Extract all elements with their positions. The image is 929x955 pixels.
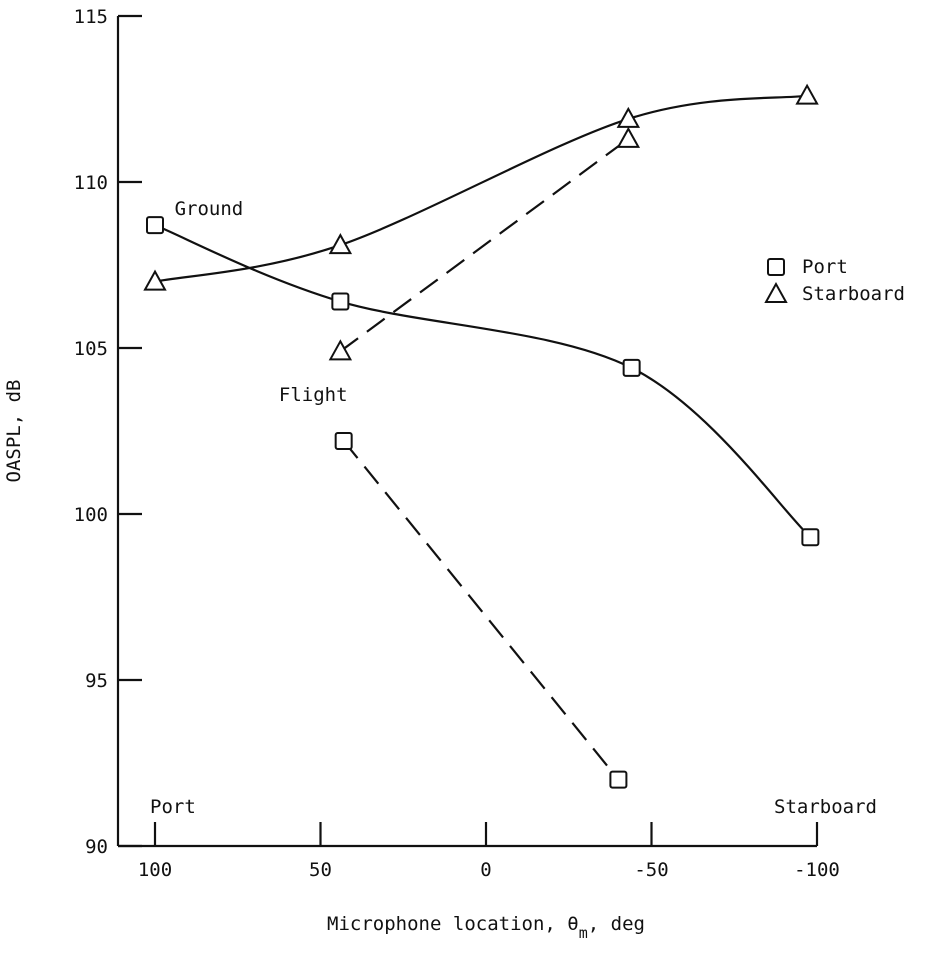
ground-starboard-point	[795, 83, 819, 105]
legend-port-marker	[767, 258, 785, 276]
x-tick-label: 0	[480, 859, 491, 881]
annotation-port: Port	[150, 796, 196, 818]
x-axis-title: Microphone location, θm, deg	[327, 913, 645, 942]
curves	[154, 94, 812, 781]
y-axis-title: OASPL, dB	[3, 380, 25, 483]
annotation-flight: Flight	[279, 384, 348, 406]
annotation-ground: Ground	[175, 198, 244, 220]
x-tick-label: -50	[634, 859, 668, 881]
y-tick-label: 90	[85, 836, 108, 858]
y-tick-label: 110	[74, 172, 108, 194]
ground-port-point	[331, 292, 350, 311]
x-tick-label: 100	[138, 859, 172, 881]
y-tick-label: 105	[74, 338, 108, 360]
flight-starboard-curve	[339, 137, 629, 353]
ground-port-curve	[154, 224, 812, 539]
y-tick-label: 115	[74, 6, 108, 28]
ground-port-point	[146, 216, 164, 235]
flight-port-curve	[342, 440, 620, 781]
ground-starboard-curve	[154, 94, 808, 283]
x-tick-label: -100	[794, 859, 840, 881]
axes: 90 95 100 105 110 115 100 50 0 -50 -100	[74, 6, 840, 881]
flight-port-point	[334, 431, 353, 450]
ground-starboard-point	[616, 106, 641, 128]
legend-starboard-marker	[764, 281, 788, 303]
legend-starboard-label: Starboard	[802, 283, 905, 305]
ground-starboard-point	[143, 269, 167, 291]
y-tick-label: 95	[85, 670, 108, 692]
annotation-starboard: Starboard	[774, 796, 877, 818]
legend-port-label: Port	[802, 256, 848, 278]
ground-port-point	[622, 358, 641, 377]
x-tick-label: 50	[309, 859, 332, 881]
flight-starboard-point	[616, 126, 641, 148]
markers	[143, 83, 820, 789]
y-tick-label: 100	[74, 504, 108, 526]
text-labels: OASPL, dB Microphone location, θm, deg Gro…	[3, 198, 877, 942]
flight-port-point	[609, 770, 628, 789]
legend: Port Starboard	[764, 256, 905, 305]
flight-starboard-point	[328, 339, 353, 361]
ground-port-point	[801, 528, 820, 547]
ground-starboard-point	[328, 233, 353, 255]
